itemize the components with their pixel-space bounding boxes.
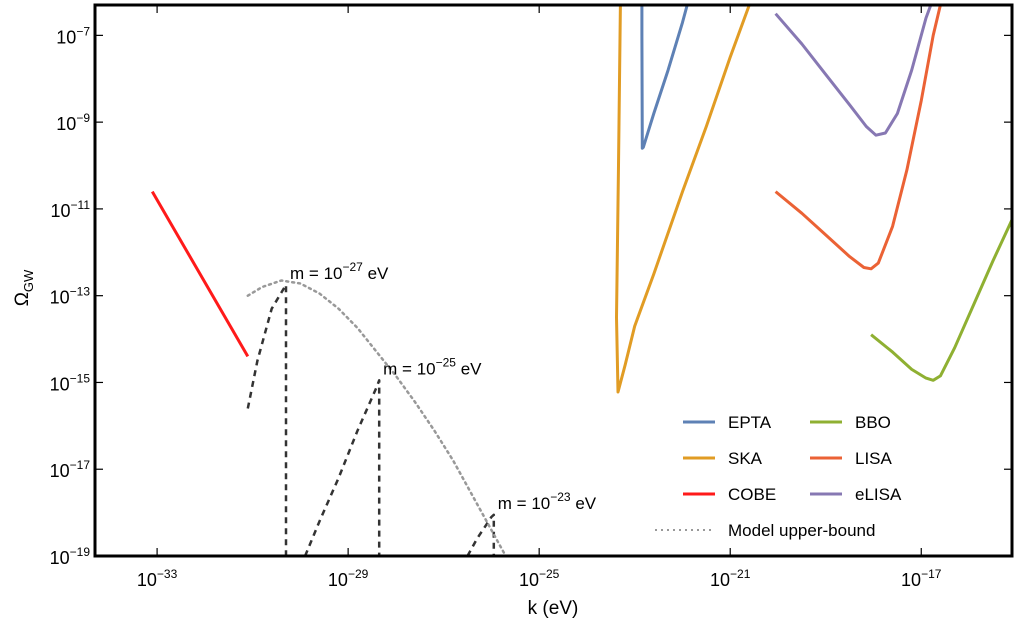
y-tick-label: 10−19 xyxy=(50,545,91,568)
y-tick-label: 10−11 xyxy=(51,198,91,221)
x-tick-label: 10−25 xyxy=(519,567,560,590)
legend-label-lisa: LISA xyxy=(855,449,893,468)
series-lisa xyxy=(774,5,942,271)
y-axis-title: ΩGW xyxy=(12,269,36,306)
legend-label-elisa: eLISA xyxy=(855,485,902,504)
mass-annotation-m25: m = 10−25 eV xyxy=(383,355,482,378)
mass-annotation-m27: m = 10−27 eV xyxy=(290,260,389,283)
legend-label-bbo: BBO xyxy=(855,413,891,432)
legend-label-model-upper-bound: Model upper-bound xyxy=(728,521,875,540)
x-tick-label: 10−29 xyxy=(328,567,369,590)
series-epta xyxy=(640,5,689,150)
series-model-upper-bound xyxy=(246,279,507,556)
mass-annotation-m23: m = 10−23 eV xyxy=(498,490,597,513)
legend-label-epta: EPTA xyxy=(728,413,772,432)
model-curve-3 xyxy=(466,513,496,556)
y-tick-label: 10−9 xyxy=(56,111,90,134)
x-tick-label: 10−17 xyxy=(901,567,942,590)
series-bbo xyxy=(870,219,1012,382)
x-tick-label: 10−33 xyxy=(137,567,178,590)
y-tick-label: 10−7 xyxy=(56,24,90,47)
series-elisa xyxy=(774,5,933,137)
x-axis-title: k (eV) xyxy=(528,598,579,619)
model-curve-1 xyxy=(246,283,288,556)
x-tick-label: 10−21 xyxy=(710,567,751,590)
plot-frame xyxy=(93,3,1014,558)
model-curve-2 xyxy=(303,379,381,556)
y-tick-label: 10−13 xyxy=(50,285,91,308)
legend-label-ska: SKA xyxy=(728,449,763,468)
series-ska xyxy=(615,5,751,394)
series-cobe xyxy=(151,190,250,358)
y-tick-label: 10−17 xyxy=(50,458,91,481)
legend-label-cobe: COBE xyxy=(728,485,776,504)
y-tick-label: 10−15 xyxy=(50,371,91,394)
